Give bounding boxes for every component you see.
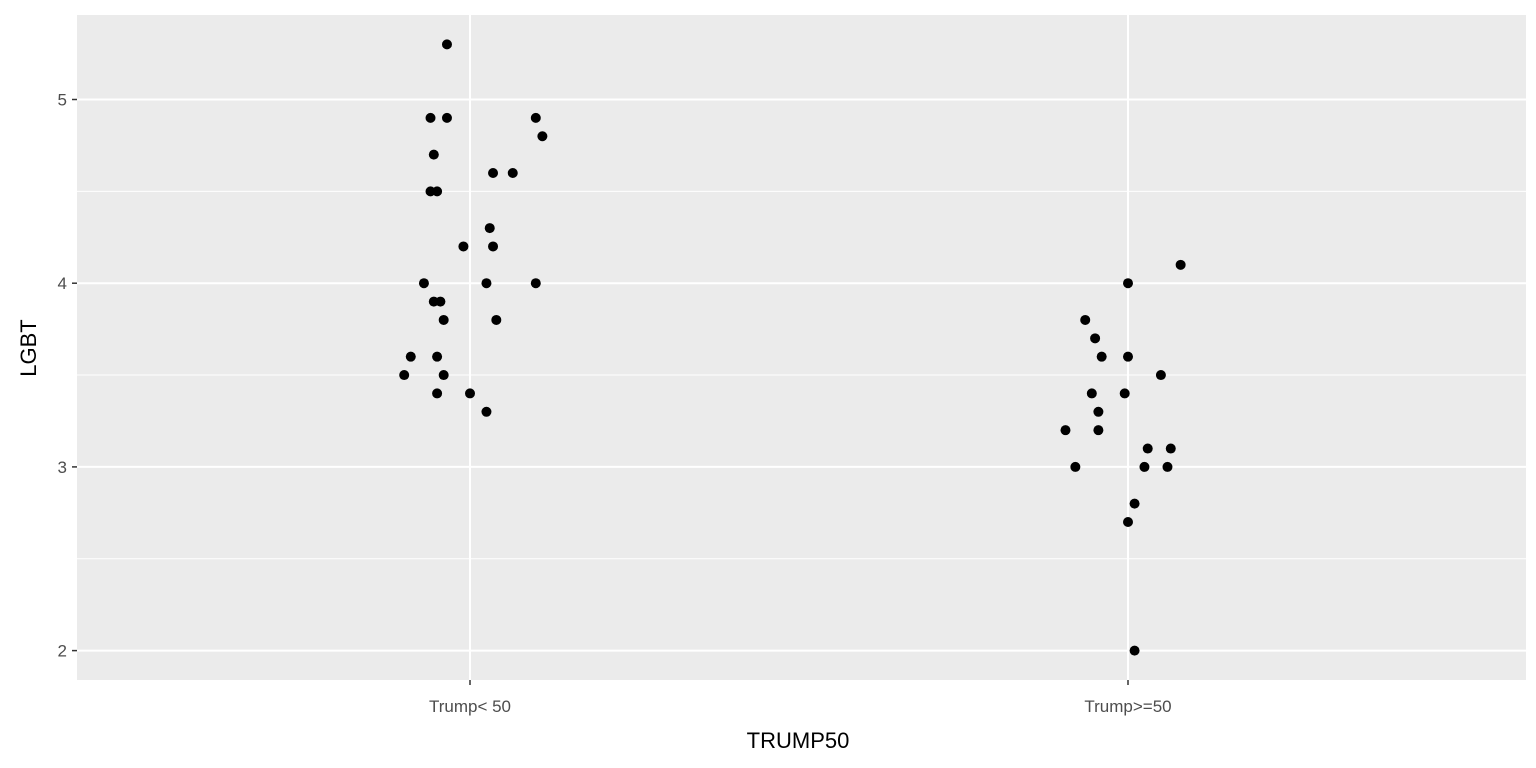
data-point (488, 167, 499, 178)
data-point (425, 112, 436, 123)
data-point (1119, 388, 1130, 399)
grid-lines (77, 15, 1526, 680)
data-points (399, 39, 1186, 656)
data-point (1129, 498, 1140, 509)
data-point (1096, 351, 1107, 362)
data-point (537, 131, 548, 142)
data-point (432, 388, 443, 399)
data-point (1155, 370, 1166, 381)
y-axis-title: LGBT (16, 319, 41, 376)
data-point (530, 278, 541, 289)
data-point (1165, 443, 1176, 454)
data-point (481, 406, 492, 417)
data-point (432, 351, 443, 362)
data-point (1139, 461, 1150, 472)
data-point (1070, 461, 1081, 472)
data-point (1129, 645, 1140, 656)
data-point (1142, 443, 1153, 454)
data-point (1086, 388, 1097, 399)
data-point (484, 223, 495, 234)
data-point (418, 278, 429, 289)
data-point (491, 314, 502, 325)
data-point (435, 296, 446, 307)
data-point (1162, 461, 1173, 472)
x-tick-label: Trump>=50 (1084, 697, 1171, 716)
data-point (1175, 259, 1186, 270)
data-point (428, 149, 439, 160)
x-axis: Trump< 50 Trump>=50 (429, 680, 1172, 716)
data-point (441, 39, 452, 50)
y-tick-label: 5 (58, 91, 67, 110)
data-point (1123, 517, 1133, 528)
data-point (530, 112, 541, 123)
x-tick-label: Trump< 50 (429, 697, 511, 716)
data-point (1093, 406, 1104, 417)
y-tick-label: 4 (58, 274, 67, 293)
data-point (488, 241, 499, 252)
y-tick-label: 2 (58, 642, 67, 661)
y-axis: 2 3 4 5 (58, 91, 77, 661)
data-point (465, 388, 475, 399)
y-tick-label: 3 (58, 458, 67, 477)
data-point (441, 112, 452, 123)
data-point (1123, 278, 1133, 289)
data-point (1090, 333, 1101, 344)
data-point (1093, 425, 1104, 436)
data-point (1123, 351, 1133, 362)
data-point (481, 278, 492, 289)
data-point (438, 314, 449, 325)
data-point (399, 370, 410, 381)
data-point (432, 186, 443, 197)
data-point (405, 351, 416, 362)
x-axis-title: TRUMP50 (747, 728, 850, 753)
data-point (1060, 425, 1071, 436)
plot-panel (77, 15, 1526, 680)
data-point (438, 370, 449, 381)
data-point (507, 167, 518, 178)
data-point (458, 241, 469, 252)
data-point (1080, 314, 1091, 325)
